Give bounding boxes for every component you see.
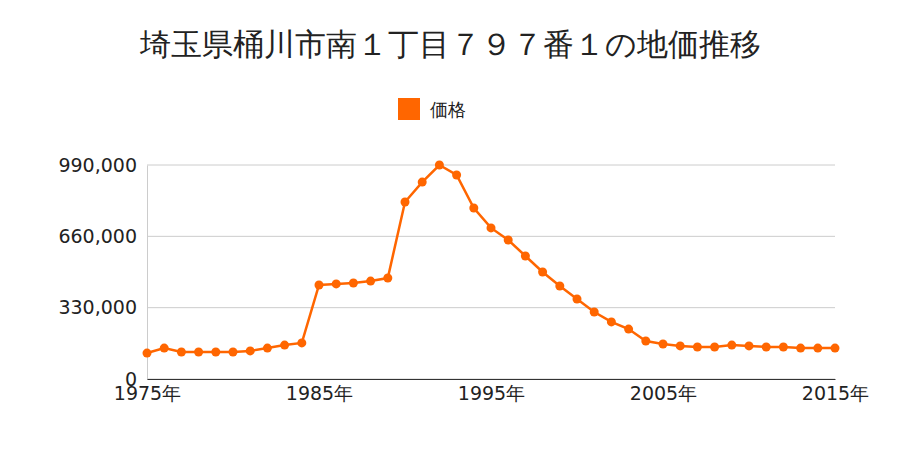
point xyxy=(624,325,633,334)
point xyxy=(211,347,220,356)
x-tick: 1995年 xyxy=(458,379,525,404)
point xyxy=(366,277,375,286)
grid-line xyxy=(147,165,835,166)
point xyxy=(796,344,805,353)
point xyxy=(297,338,306,347)
grid xyxy=(147,165,835,379)
y-tick-label: 660,000 xyxy=(58,225,137,247)
point xyxy=(521,252,530,261)
legend-swatch xyxy=(398,98,420,120)
point xyxy=(487,223,496,232)
x-axis-line xyxy=(148,379,836,380)
point xyxy=(555,282,564,291)
point xyxy=(418,178,427,187)
grid-line xyxy=(147,307,835,308)
point xyxy=(693,343,702,352)
x-tick-label: 1985年 xyxy=(286,382,353,404)
point xyxy=(813,344,822,353)
y-tick-label: 990,000 xyxy=(58,154,137,176)
point xyxy=(280,341,289,350)
legend: 価格 xyxy=(398,98,466,120)
point xyxy=(349,279,358,288)
point xyxy=(590,307,599,316)
point xyxy=(263,344,272,353)
grid-line xyxy=(147,379,835,380)
grid-line xyxy=(147,236,835,237)
y-tick-label: 330,000 xyxy=(58,296,137,318)
x-tick: 2005年 xyxy=(630,379,697,404)
plot-area xyxy=(143,161,840,358)
x-tick-label: 1995年 xyxy=(458,382,525,404)
point xyxy=(246,346,255,355)
point xyxy=(143,349,152,358)
y-axis-line xyxy=(147,166,148,380)
x-tick-label: 2005年 xyxy=(630,382,697,404)
point xyxy=(401,197,410,206)
point xyxy=(452,170,461,179)
x-tick: 2015年 xyxy=(802,379,869,404)
point xyxy=(831,344,840,353)
point xyxy=(538,268,547,277)
point xyxy=(315,280,324,289)
x-tick: 1975年 xyxy=(114,379,181,404)
point xyxy=(710,343,719,352)
point xyxy=(573,295,582,304)
point xyxy=(229,347,238,356)
point xyxy=(641,336,650,345)
point xyxy=(762,343,771,352)
x-tick-label: 2015年 xyxy=(802,382,869,404)
point xyxy=(160,344,169,353)
x-tick: 1985年 xyxy=(286,379,353,404)
point xyxy=(177,347,186,356)
point xyxy=(727,341,736,350)
y-tick: 330,000 xyxy=(58,296,147,318)
x-tick-label: 1975年 xyxy=(114,382,181,404)
y-axis: 0330,000660,000990,000 xyxy=(58,154,147,390)
line xyxy=(147,165,835,353)
point xyxy=(194,347,203,356)
legend-label: 価格 xyxy=(430,99,466,120)
point xyxy=(435,161,444,170)
title: 埼玉県桶川市南１丁目７９７番１の地価推移 xyxy=(139,26,761,62)
x-axis: 1975年 1985年 1995年 2005年 2015年 xyxy=(114,379,869,404)
point xyxy=(383,274,392,283)
y-tick: 660,000 xyxy=(58,225,147,247)
point xyxy=(332,279,341,288)
point xyxy=(659,339,668,348)
y-tick: 990,000 xyxy=(58,154,147,176)
point xyxy=(745,341,754,350)
point xyxy=(779,343,788,352)
point xyxy=(607,317,616,326)
point xyxy=(504,236,513,245)
point xyxy=(469,204,478,213)
point xyxy=(676,341,685,350)
